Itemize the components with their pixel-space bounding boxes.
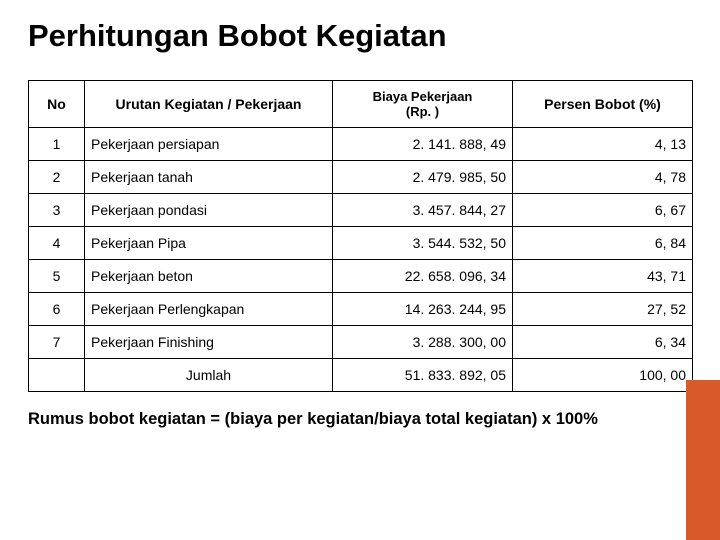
formula-bold: Rumus bobot kegiatan = [28, 410, 225, 428]
cell-percent: 4, 13 [513, 128, 693, 161]
col-header-biaya: Biaya Pekerjaan (Rp. ) [333, 81, 513, 128]
page-title: Perhitungan Bobot Kegiatan [28, 18, 692, 54]
col-header-percent: Persen Bobot (%) [513, 81, 693, 128]
table-total-row: Jumlah 51. 833. 892, 05 100, 00 [29, 359, 693, 392]
cell-activity: Pekerjaan beton [85, 260, 333, 293]
cell-total-label: Jumlah [85, 359, 333, 392]
cell-no: 6 [29, 293, 85, 326]
accent-decoration [686, 380, 720, 540]
cell-percent: 4, 78 [513, 161, 693, 194]
cell-biaya: 3. 288. 300, 00 [333, 326, 513, 359]
cell-activity: Pekerjaan tanah [85, 161, 333, 194]
table-row: 5 Pekerjaan beton 22. 658. 096, 34 43, 7… [29, 260, 693, 293]
cell-total-biaya: 51. 833. 892, 05 [333, 359, 513, 392]
cell-no: 3 [29, 194, 85, 227]
formula-text: Rumus bobot kegiatan = (biaya per kegiat… [28, 410, 692, 429]
cell-activity: Pekerjaan persiapan [85, 128, 333, 161]
table-body: 1 Pekerjaan persiapan 2. 141. 888, 49 4,… [29, 128, 693, 392]
cell-no: 7 [29, 326, 85, 359]
table-header-row: No Urutan Kegiatan / Pekerjaan Biaya Pek… [29, 81, 693, 128]
cell-activity: Pekerjaan Finishing [85, 326, 333, 359]
cell-activity: Pekerjaan Perlengkapan [85, 293, 333, 326]
table-row: 2 Pekerjaan tanah 2. 479. 985, 50 4, 78 [29, 161, 693, 194]
weight-table: No Urutan Kegiatan / Pekerjaan Biaya Pek… [28, 80, 693, 392]
col-header-biaya-line2: (Rp. ) [339, 104, 506, 119]
cell-activity: Pekerjaan Pipa [85, 227, 333, 260]
cell-percent: 6, 84 [513, 227, 693, 260]
table-row: 4 Pekerjaan Pipa 3. 544. 532, 50 6, 84 [29, 227, 693, 260]
formula-rest: (biaya per kegiatan/biaya total kegiatan… [225, 410, 598, 428]
cell-biaya: 3. 544. 532, 50 [333, 227, 513, 260]
cell-percent: 6, 67 [513, 194, 693, 227]
cell-percent: 6, 34 [513, 326, 693, 359]
cell-biaya: 2. 479. 985, 50 [333, 161, 513, 194]
cell-activity: Pekerjaan pondasi [85, 194, 333, 227]
cell-percent: 27, 52 [513, 293, 693, 326]
cell-biaya: 14. 263. 244, 95 [333, 293, 513, 326]
cell-percent: 43, 71 [513, 260, 693, 293]
cell-total-percent: 100, 00 [513, 359, 693, 392]
col-header-activity: Urutan Kegiatan / Pekerjaan [85, 81, 333, 128]
table-row: 3 Pekerjaan pondasi 3. 457. 844, 27 6, 6… [29, 194, 693, 227]
col-header-no: No [29, 81, 85, 128]
cell-no: 2 [29, 161, 85, 194]
table-row: 6 Pekerjaan Perlengkapan 14. 263. 244, 9… [29, 293, 693, 326]
cell-biaya: 22. 658. 096, 34 [333, 260, 513, 293]
cell-biaya: 2. 141. 888, 49 [333, 128, 513, 161]
cell-empty [29, 359, 85, 392]
cell-no: 1 [29, 128, 85, 161]
table-row: 7 Pekerjaan Finishing 3. 288. 300, 00 6,… [29, 326, 693, 359]
cell-no: 5 [29, 260, 85, 293]
cell-biaya: 3. 457. 844, 27 [333, 194, 513, 227]
col-header-biaya-line1: Biaya Pekerjaan [339, 89, 506, 104]
cell-no: 4 [29, 227, 85, 260]
table-row: 1 Pekerjaan persiapan 2. 141. 888, 49 4,… [29, 128, 693, 161]
